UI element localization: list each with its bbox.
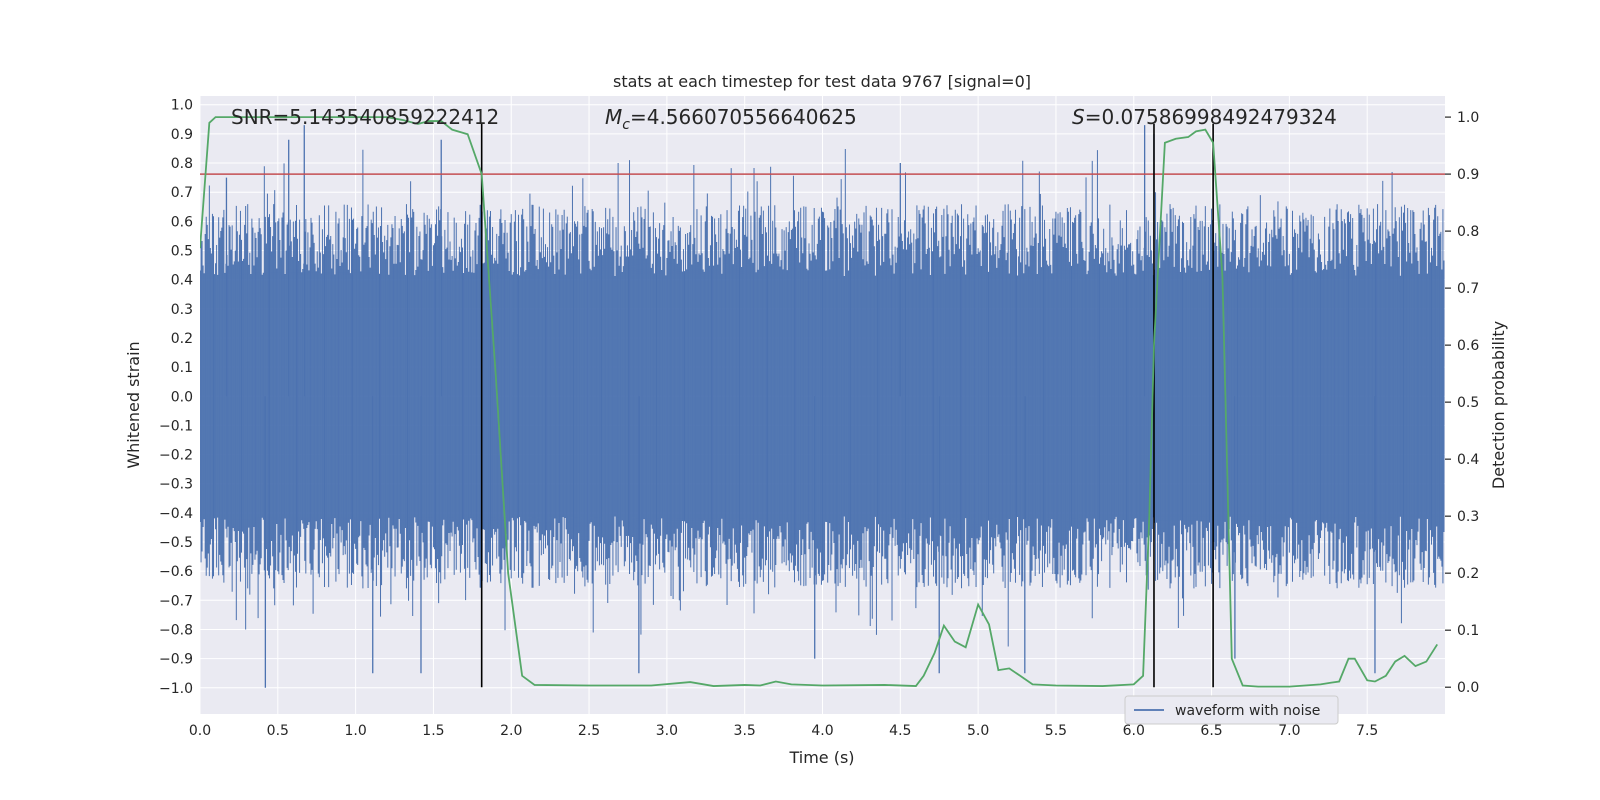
x-tick-label: 2.0 <box>500 723 522 739</box>
y-left-tick-label: 0.3 <box>171 302 193 318</box>
x-tick-label: 5.0 <box>967 723 989 739</box>
y-right-ticks: 1.0 0.9 0.8 0.7 0.6 0.5 0.4 0.3 0.2 0.1 0.0 <box>1445 110 1479 696</box>
snr-annotation: SNR=5.143540859222412 <box>231 105 499 129</box>
chart-title: stats at each timestep for test data 976… <box>613 72 1031 91</box>
y-left-tick-label: 0.8 <box>171 156 193 172</box>
y-left-tick-label: −0.9 <box>159 652 193 668</box>
y-left-tick-label: −0.6 <box>159 564 193 580</box>
x-tick-label: 3.5 <box>734 723 756 739</box>
chirp-mass-value: =4.566070556640625 <box>630 105 857 129</box>
chirp-mass-symbol: M <box>605 105 622 129</box>
y-right-axis-label: Detection probability <box>1489 321 1508 489</box>
y-left-tick-label: −0.8 <box>159 622 193 638</box>
y-left-tick-label: −0.1 <box>159 418 193 434</box>
y-left-tick-label: 0.5 <box>171 244 193 260</box>
y-right-tick-label: 0.9 <box>1457 167 1479 183</box>
y-left-tick-label: −0.2 <box>159 448 193 464</box>
y-right-tick-label: 0.6 <box>1457 338 1479 354</box>
y-left-ticks: 1.0 0.9 0.8 0.7 0.6 0.5 0.4 0.3 0.2 0.1 0.0 −0.1 −0.… <box>159 98 193 697</box>
detection-probability-line <box>200 116 1438 688</box>
x-tick-label: 0.0 <box>189 723 211 739</box>
x-tick-label: 5.5 <box>1045 723 1067 739</box>
y-right-tick-label: 0.3 <box>1457 509 1479 525</box>
x-tick-label: 7.5 <box>1356 723 1378 739</box>
chirp-mass-subscript: c <box>622 117 630 133</box>
y-left-tick-label: 0.0 <box>171 389 193 405</box>
waveform-series-line <box>200 149 1445 647</box>
s-annotation: S=0.07586998492479324 <box>1072 105 1337 129</box>
x-tick-label: 4.0 <box>811 723 833 739</box>
s-symbol: S <box>1072 105 1085 129</box>
x-tick-label: 2.5 <box>578 723 600 739</box>
legend-box <box>1124 695 1339 725</box>
y-left-tick-label: 0.2 <box>171 331 193 347</box>
y-right-tick-label: 0.7 <box>1457 281 1479 297</box>
y-left-tick-label: 0.9 <box>171 127 193 143</box>
x-tick-label: 7.0 <box>1278 723 1300 739</box>
y-left-tick-label: 0.1 <box>171 360 193 376</box>
x-ticks: 0.0 0.5 1.0 1.5 2.0 2.5 3.0 3.5 4.0 4.5 5.0 5.5 6.0 6… <box>189 723 1378 739</box>
y-right-tick-label: 0.5 <box>1457 395 1479 411</box>
x-tick-label: 0.5 <box>267 723 289 739</box>
y-left-tick-label: 0.7 <box>171 185 193 201</box>
x-tick-label: 6.0 <box>1123 723 1145 739</box>
y-left-tick-label: −0.5 <box>159 535 193 551</box>
y-left-tick-label: −1.0 <box>159 681 193 697</box>
x-tick-label: 3.0 <box>656 723 678 739</box>
s-value: =0.07586998492479324 <box>1085 105 1337 129</box>
x-tick-label: 4.5 <box>889 723 911 739</box>
y-right-tick-label: 0.4 <box>1457 452 1479 468</box>
chirp-mass-annotation: Mc=4.566070556640625 <box>605 105 857 133</box>
legend: waveform with noise <box>1124 695 1339 725</box>
y-right-tick-label: 1.0 <box>1457 110 1479 126</box>
y-right-tick-label: 0.2 <box>1457 566 1479 582</box>
detection-vertical-lines <box>480 124 1214 688</box>
y-right-tick-label: 0.8 <box>1457 224 1479 240</box>
x-tick-label: 1.0 <box>344 723 366 739</box>
y-left-tick-label: −0.3 <box>159 477 193 493</box>
x-tick-label: 6.5 <box>1200 723 1222 739</box>
y-left-axis-label: Whitened strain <box>124 341 143 468</box>
x-tick-label: 1.5 <box>422 723 444 739</box>
x-axis-label: Time (s) <box>788 748 854 767</box>
y-left-tick-label: 1.0 <box>171 98 193 114</box>
y-left-tick-label: −0.7 <box>159 593 193 609</box>
y-left-tick-label: 0.6 <box>171 214 193 230</box>
y-right-tick-label: 0.0 <box>1457 680 1479 696</box>
legend-label-waveform: waveform with noise <box>1175 703 1320 719</box>
y-left-tick-label: 0.4 <box>171 273 193 289</box>
y-left-tick-label: −0.4 <box>159 506 193 522</box>
y-right-tick-label: 0.1 <box>1457 623 1479 639</box>
